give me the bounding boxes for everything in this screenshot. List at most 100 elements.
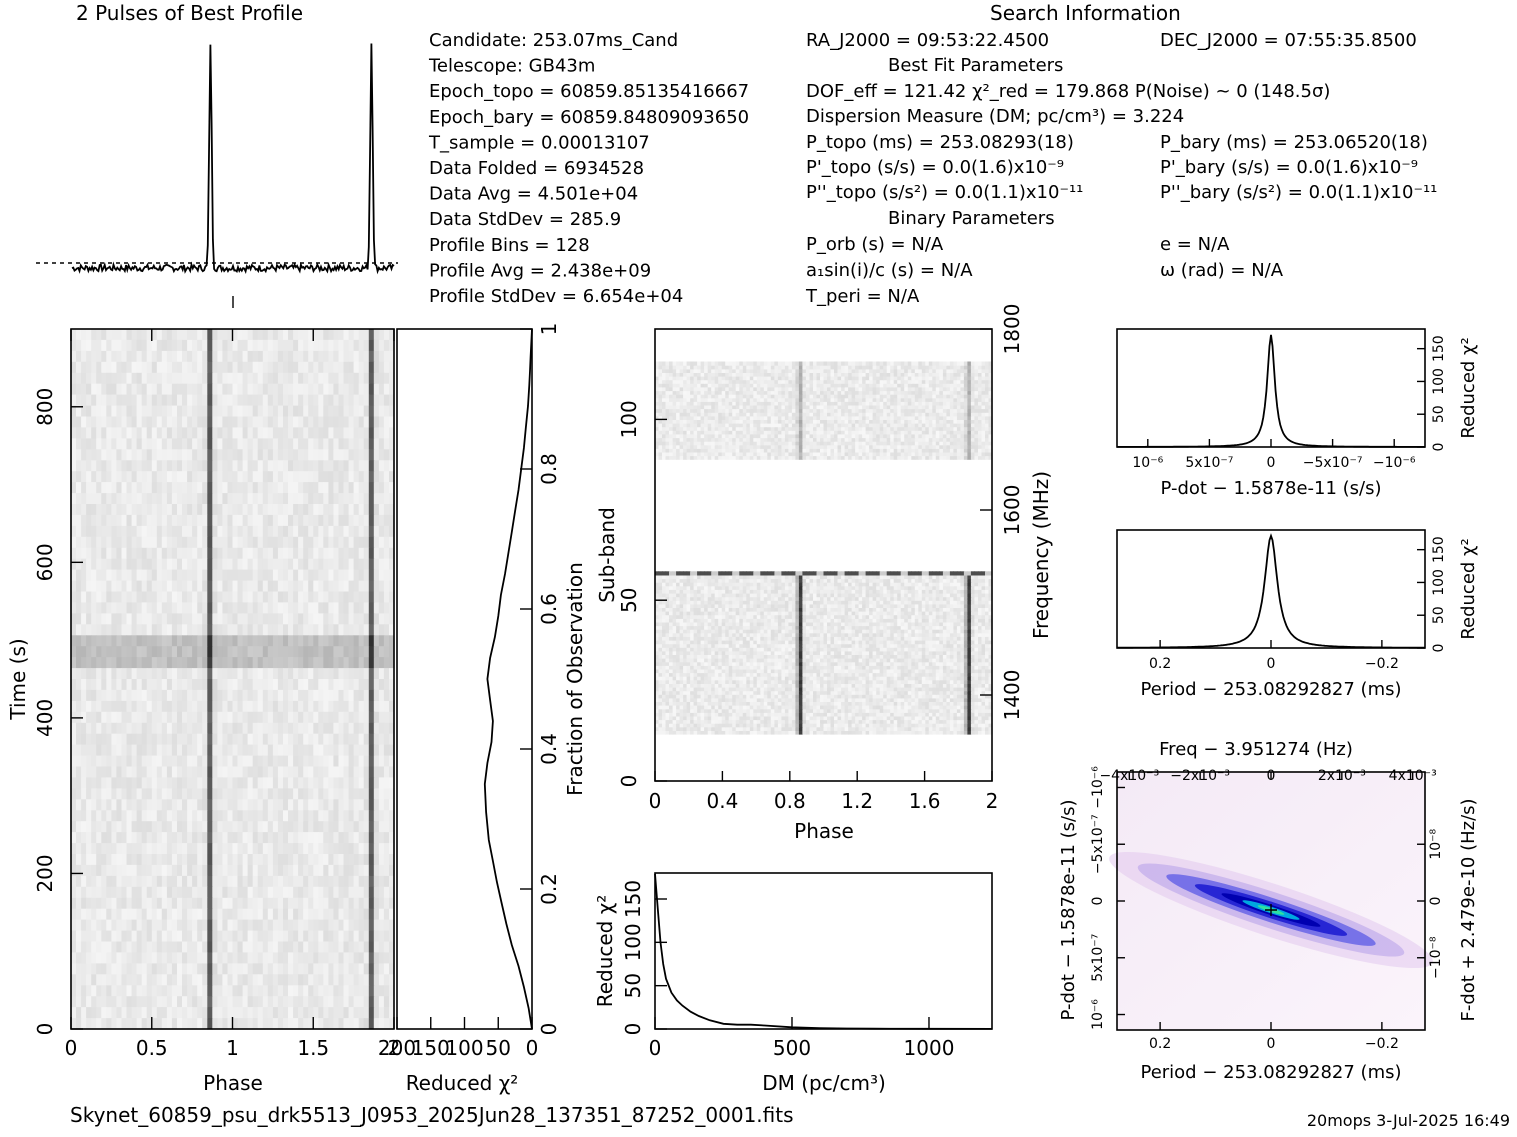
tp-cell [122, 646, 128, 658]
tp-cell [344, 832, 350, 844]
sb-cell [778, 723, 782, 727]
tp-cell [147, 624, 153, 636]
tp-cell [369, 963, 375, 975]
tp-cell [344, 865, 350, 877]
tp-cell [238, 832, 244, 844]
sb-cell [929, 720, 933, 724]
tp-cell [248, 843, 254, 855]
sb-cell [908, 723, 912, 727]
tp-cell [152, 504, 158, 516]
sb-cell [897, 730, 901, 734]
tp-cell [233, 712, 239, 724]
tp-cell [283, 734, 289, 746]
tp-cell [293, 909, 299, 921]
tp-cell [182, 406, 188, 418]
sb-cell [813, 716, 817, 720]
tp-cell [283, 931, 289, 943]
tp-cell [369, 865, 375, 877]
tp-cell [354, 723, 360, 735]
tp-cell [354, 613, 360, 625]
tp-cell [328, 570, 334, 582]
tp-cell [374, 701, 380, 713]
tp-cell [374, 974, 380, 986]
tp-cell [379, 854, 385, 866]
tp-cell [339, 756, 345, 768]
sb-cell [767, 705, 771, 709]
tp-cell [228, 646, 234, 658]
tp-cell [278, 493, 284, 505]
tp-cell [354, 504, 360, 516]
tp-cell [313, 821, 319, 833]
tp-cell [278, 406, 284, 418]
tp-cell [263, 515, 269, 527]
sb-cell [957, 712, 961, 716]
tp-cell [313, 920, 319, 932]
tp-cell [374, 362, 380, 374]
tp-cell [142, 756, 148, 768]
info-line: Data Folded = 6934528 [429, 158, 644, 179]
tp-cell [379, 460, 385, 472]
sb-cell [662, 716, 666, 720]
tp-cell [233, 854, 239, 866]
tp-cell [354, 745, 360, 757]
tp-cell [333, 417, 339, 429]
tp-cell [308, 810, 314, 822]
tp-cell [76, 449, 82, 461]
tp-cell [187, 734, 193, 746]
sb-cell [946, 727, 950, 731]
tp-cell [238, 646, 244, 658]
tp-cell [106, 712, 112, 724]
tp-cell [86, 887, 92, 899]
tp-cell [384, 843, 390, 855]
tp-cell [228, 581, 234, 593]
tp-cell [111, 723, 117, 735]
tp-cell [318, 996, 324, 1008]
tp-cell [238, 493, 244, 505]
sb-cell [746, 723, 750, 727]
tp-cell [217, 756, 223, 768]
tp-cell [323, 1018, 329, 1030]
sb-cell [813, 709, 817, 713]
tp-cell [202, 952, 208, 964]
sb-cell [781, 727, 785, 731]
tp-cell [81, 974, 87, 986]
tp-cell [197, 712, 203, 724]
tp-cell [187, 745, 193, 757]
tp-cell [243, 537, 249, 549]
tp-cell [359, 351, 365, 363]
tp-cell [349, 788, 355, 800]
tp-cell [344, 482, 350, 494]
sb-cell [764, 705, 768, 709]
tp-cell [298, 340, 304, 352]
tp-cell [202, 679, 208, 691]
tp-cell [369, 679, 375, 691]
tp-cell [243, 373, 249, 385]
tp-cell [354, 712, 360, 724]
tp-cell [142, 329, 148, 341]
tp-cell [228, 723, 234, 735]
tp-cell [354, 952, 360, 964]
tp-cell [147, 646, 153, 658]
tp-cell [288, 592, 294, 604]
sb-cell [781, 701, 785, 705]
tp-cell [122, 417, 128, 429]
tp-cell [349, 373, 355, 385]
tp-cell [162, 657, 168, 669]
tp-cell [313, 843, 319, 855]
tp-cell [243, 395, 249, 407]
tp-cell [106, 613, 112, 625]
sb-cell [859, 716, 863, 720]
tp-cell [217, 723, 223, 735]
tp-cell [359, 373, 365, 385]
tp-cell [308, 854, 314, 866]
tp-cell [344, 1018, 350, 1030]
tp-cell [323, 843, 329, 855]
tp-cell [308, 832, 314, 844]
tp-cell [202, 449, 208, 461]
tp-cell [344, 701, 350, 713]
tp-cell [127, 723, 133, 735]
tp-cell [323, 821, 329, 833]
sb-cell [764, 709, 768, 713]
tp-cell [318, 854, 324, 866]
tp-cell [207, 406, 213, 418]
